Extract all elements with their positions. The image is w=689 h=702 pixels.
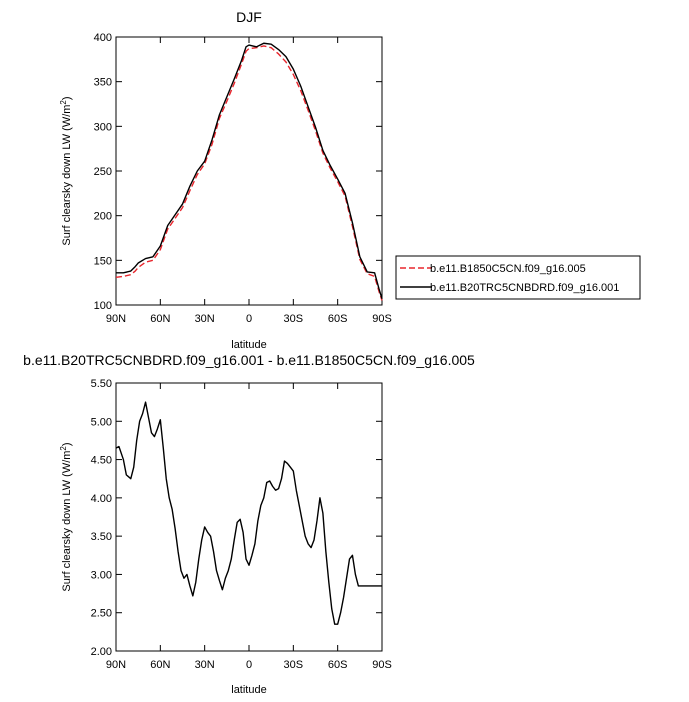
legend-label-1: b.e11.B1850C5CN.f09_g16.005 bbox=[430, 263, 586, 275]
bottom-series-line-1 bbox=[115, 401, 382, 625]
bottom-x-tick-label: 90N bbox=[106, 659, 126, 671]
bottom-y-tick-label: 3.00 bbox=[91, 569, 112, 581]
top-y-tick-label: 350 bbox=[94, 77, 112, 89]
top-x-tick-label: 90S bbox=[372, 313, 392, 325]
top-y-tick-label: 200 bbox=[94, 211, 112, 223]
legend: b.e11.B1850C5CN.f09_g16.005 b.e11.B20TRC… bbox=[395, 255, 641, 300]
bottom-y-tick-label: 4.00 bbox=[91, 493, 112, 505]
bottom-x-tick-label: 60S bbox=[328, 659, 348, 671]
top-y-tick-label: 100 bbox=[94, 300, 112, 312]
bottom-y-tick-label: 3.50 bbox=[91, 531, 112, 543]
top-series-line-2 bbox=[116, 42, 383, 299]
top-y-ticks: 100 150 200 250 300 350 400 bbox=[94, 32, 382, 312]
top-y-tick-label: 250 bbox=[94, 166, 112, 178]
top-x-tick-label: 60S bbox=[328, 313, 348, 325]
top-x-ticks: 90N 60N 30N 0 30S 60S 90S bbox=[106, 37, 392, 325]
top-x-tick-label: 0 bbox=[246, 313, 252, 325]
bottom-y-axis-label: Surf clearsky down LW (W/m2) bbox=[59, 442, 73, 591]
bottom-x-tick-label: 90S bbox=[372, 659, 392, 671]
legend-box bbox=[395, 255, 641, 300]
top-y-tick-label: 400 bbox=[94, 32, 112, 44]
bottom-x-axis-label: latitude bbox=[231, 684, 266, 696]
bottom-y-ticks: 2.00 2.50 3.00 3.50 4.00 4.50 5.00 5.50 bbox=[91, 378, 382, 658]
bottom-x-tick-label: 30S bbox=[284, 659, 304, 671]
top-y-tick-label: 300 bbox=[94, 121, 112, 133]
bottom-x-tick-label: 30N bbox=[195, 659, 215, 671]
top-y-axis-label: Surf clearsky down LW (W/m2) bbox=[59, 96, 73, 245]
top-x-tick-label: 90N bbox=[106, 313, 126, 325]
bottom-title: b.e11.B20TRC5CNBDRD.f09_g16.001 - b.e11.… bbox=[23, 352, 475, 368]
top-series-group bbox=[115, 42, 383, 301]
bottom-y-tick-label: 2.50 bbox=[91, 608, 112, 620]
legend-label-2: b.e11.B20TRC5CNBDRD.f09_g16.001 bbox=[430, 282, 619, 294]
bottom-panel: b.e11.B20TRC5CNBDRD.f09_g16.001 - b.e11.… bbox=[23, 352, 475, 696]
bottom-y-tick-label: 2.00 bbox=[91, 646, 112, 658]
bottom-x-ticks: 90N 60N 30N 0 30S 60S 90S bbox=[106, 383, 392, 671]
top-y-tick-label: 150 bbox=[94, 255, 112, 267]
top-title: DJF bbox=[236, 9, 262, 25]
bottom-plot-frame bbox=[115, 382, 383, 652]
top-x-tick-label: 30N bbox=[195, 313, 215, 325]
bottom-series-group bbox=[115, 401, 382, 625]
bottom-x-tick-label: 60N bbox=[150, 659, 170, 671]
bottom-y-tick-label: 5.00 bbox=[91, 416, 112, 428]
top-x-axis-label: latitude bbox=[231, 339, 266, 351]
top-series-line-1 bbox=[115, 45, 383, 301]
top-plot-frame bbox=[115, 36, 383, 306]
top-panel: DJF 100 150 200 250 300 350 400 90N 60N 30N 0 30S 6… bbox=[59, 9, 392, 351]
bottom-y-tick-label: 4.50 bbox=[91, 455, 112, 467]
top-x-tick-label: 60N bbox=[150, 313, 170, 325]
top-x-tick-label: 30S bbox=[284, 313, 304, 325]
bottom-y-tick-label: 5.50 bbox=[91, 378, 112, 390]
bottom-x-tick-label: 0 bbox=[246, 659, 252, 671]
